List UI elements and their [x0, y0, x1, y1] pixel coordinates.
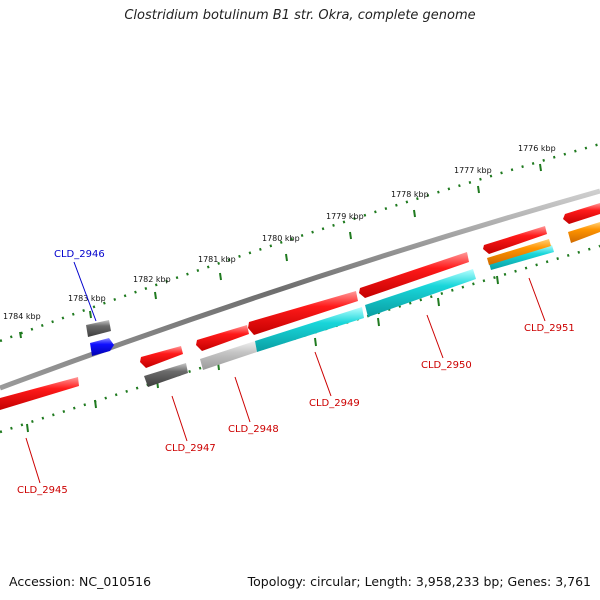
gene-label[interactable]: CLD_2947 [165, 443, 216, 454]
accession-text: Accession: NC_010516 [9, 574, 152, 589]
other-feature[interactable] [200, 341, 257, 370]
ruler-tick-label: 1783 kbp [68, 294, 106, 303]
leader-line [73, 261, 97, 322]
cds-feature[interactable] [0, 377, 79, 410]
leader-line [171, 395, 188, 442]
ruler-tick-label: 1778 kbp [391, 190, 429, 199]
other-feature[interactable] [144, 363, 188, 387]
gene-feature[interactable] [489, 245, 554, 270]
ruler-tick-label: 1776 kbp [518, 144, 556, 153]
cds-feature[interactable] [483, 226, 547, 254]
gene-label[interactable]: CLD_2951 [524, 323, 575, 334]
leader-line [234, 376, 251, 423]
gene-label[interactable]: CLD_2949 [309, 398, 360, 409]
ruler-tick-label: 1779 kbp [326, 212, 364, 221]
cds-feature[interactable] [196, 325, 249, 351]
leader-line [314, 351, 332, 397]
cds-feature[interactable] [248, 291, 358, 335]
orange-feature[interactable] [568, 222, 600, 243]
topology-text: Topology: circular; Length: 3,958,233 bp… [247, 574, 591, 589]
gene-label[interactable]: CLD_2950 [421, 360, 472, 371]
leader-line [528, 277, 546, 322]
gene-label[interactable]: CLD_2945 [17, 485, 68, 496]
ruler-tick-label: 1777 kbp [454, 166, 492, 175]
ruler-tick-label: 1780 kbp [262, 234, 300, 243]
ruler-tick-label: 1782 kbp [133, 275, 171, 284]
cds-feature[interactable] [563, 203, 600, 224]
other-feature[interactable] [86, 320, 111, 337]
blue-feature[interactable] [90, 338, 114, 356]
ruler-tick-label: 1784 kbp [3, 312, 41, 321]
cds-feature[interactable] [359, 252, 469, 298]
outer-major-ticks [19, 163, 542, 339]
gene-label[interactable]: CLD_2946 [54, 249, 105, 260]
gene-feature[interactable] [365, 269, 476, 317]
leader-line [426, 314, 444, 359]
gene-feature[interactable] [255, 307, 364, 352]
cds-feature[interactable] [140, 346, 183, 368]
gene-label[interactable]: CLD_2948 [228, 424, 279, 435]
genome-backbone [0, 188, 600, 391]
outer-ruler-line [0, 142, 600, 343]
orange-feature[interactable] [487, 239, 551, 265]
leader-line [25, 437, 41, 484]
ruler-tick-label: 1781 kbp [198, 255, 236, 264]
inner-ruler-line [0, 244, 600, 434]
page-title: Clostridium botulinum B1 str. Okra, comp… [124, 8, 476, 23]
